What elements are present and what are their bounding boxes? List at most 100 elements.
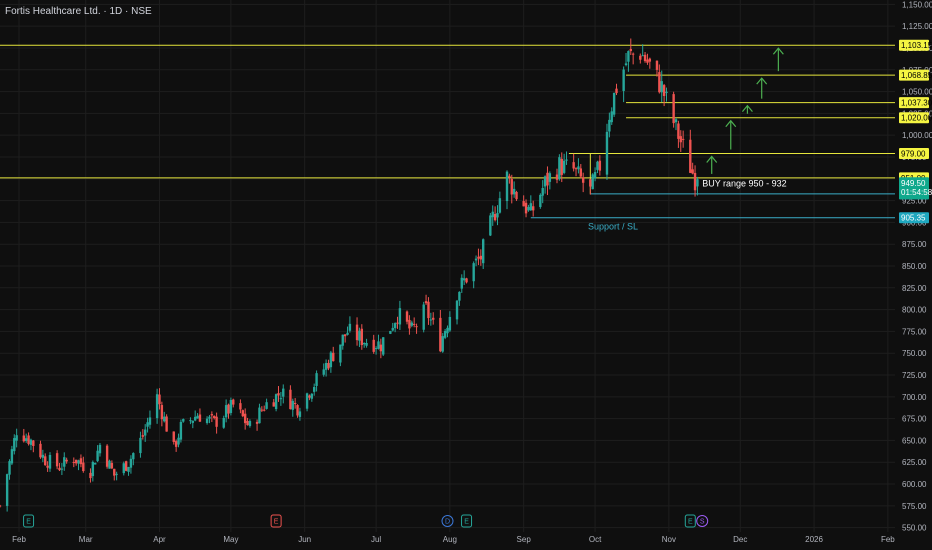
price-level-tag: [899, 69, 929, 81]
candle-body: [674, 119, 678, 123]
candle-body: [48, 454, 52, 469]
candle-body: [77, 460, 80, 464]
candle-body: [108, 460, 111, 469]
candle-body: [227, 404, 230, 414]
target-arrows[interactable]: [706, 47, 784, 174]
candle-body: [313, 387, 316, 392]
time-axis[interactable]: Feb Mar Apr May Jun Jul Aug Sep Oct Nov Dec 2026 Feb: [12, 535, 895, 544]
candle-body: [491, 211, 494, 218]
candle-body: [265, 402, 268, 409]
target-arrow-head: [725, 119, 737, 128]
x-tick-label: 2026: [805, 535, 823, 544]
candle-body: [696, 179, 699, 187]
candle-body: [263, 409, 266, 411]
candle-body: [182, 419, 185, 422]
x-tick-label: Jun: [298, 535, 311, 544]
candle-body: [343, 334, 347, 337]
candle-body: [405, 311, 409, 322]
candle-body: [27, 435, 30, 444]
split-icon: [696, 515, 709, 527]
event-label: E: [26, 519, 31, 526]
candle-body: [422, 304, 425, 330]
event-label: E: [464, 519, 469, 526]
candle-body: [305, 393, 309, 409]
candle-body: [146, 422, 149, 427]
candle-body: [662, 85, 666, 96]
candle-body: [382, 337, 385, 355]
candle-body: [191, 420, 195, 423]
candle-body: [465, 278, 468, 283]
candle-body: [91, 461, 95, 477]
candle-body: [474, 258, 478, 261]
candle-body: [248, 421, 252, 426]
candle-body: [122, 463, 125, 474]
candle-body: [415, 326, 418, 328]
target-arrow-head: [706, 155, 718, 163]
candle-body: [129, 458, 133, 468]
candle-body: [658, 72, 661, 93]
countdown-label: 01:54:58: [901, 188, 932, 197]
candle-body: [648, 58, 652, 62]
candle-body: [372, 339, 375, 352]
candle-body: [424, 301, 428, 304]
candle-body: [555, 174, 559, 180]
candle-body: [324, 362, 328, 370]
candle-body: [113, 468, 116, 476]
x-tick-label: Aug: [443, 535, 457, 544]
candle-body: [493, 214, 497, 221]
y-tick-label: 725.00: [902, 371, 927, 380]
candle-body: [141, 435, 145, 437]
candle-body: [672, 94, 675, 124]
candle-body: [60, 468, 64, 470]
candle-body: [458, 291, 461, 301]
candle-body: [624, 63, 628, 66]
candle-body: [143, 429, 147, 436]
target-arrow-head: [741, 104, 753, 113]
candle-body: [339, 344, 342, 363]
price-level-tag: [899, 97, 929, 109]
candle-body: [193, 416, 197, 421]
candle-body: [322, 369, 325, 375]
candle-body: [510, 179, 513, 195]
candle-body: [622, 69, 625, 91]
candle-body: [608, 119, 611, 132]
y-tick-label: 850.00: [902, 262, 927, 271]
support-annotation: Support / SL: [588, 221, 638, 231]
price-level-tag-label: 1,103.15: [901, 41, 932, 50]
annotations[interactable]: BUY range 950 - 932 Support / SL: [588, 179, 787, 232]
candle-body: [665, 91, 668, 94]
candle-body: [515, 191, 518, 200]
candle-body: [296, 405, 299, 416]
candle-body: [241, 410, 244, 417]
y-tick-label: 1,150.00: [902, 0, 932, 9]
candle-body: [255, 421, 259, 424]
y-tick-label: 625.00: [902, 458, 927, 467]
candle-body: [243, 413, 247, 424]
candle-body: [5, 474, 9, 506]
price-level-tag: [899, 212, 929, 224]
dividend-icon: [441, 515, 454, 527]
candle-body: [681, 138, 685, 140]
candle-body: [158, 394, 161, 405]
candle-body: [572, 162, 575, 169]
candle-body: [362, 343, 366, 345]
y-tick-label: 1,000.00: [902, 131, 932, 140]
candle-body: [693, 172, 697, 191]
candle-body: [24, 438, 28, 441]
candle-body: [110, 462, 114, 469]
y-tick-label: 925.00: [902, 197, 927, 206]
x-tick-label: Nov: [662, 535, 676, 544]
candle-body: [581, 177, 585, 183]
candle-body: [198, 414, 202, 422]
candle-body: [639, 55, 642, 60]
x-tick-label: Jul: [371, 535, 381, 544]
y-tick-label: 650.00: [902, 436, 927, 445]
candle-body: [341, 334, 344, 346]
candle-body: [379, 344, 383, 352]
candle-body: [39, 443, 42, 458]
candle-body: [160, 405, 164, 420]
